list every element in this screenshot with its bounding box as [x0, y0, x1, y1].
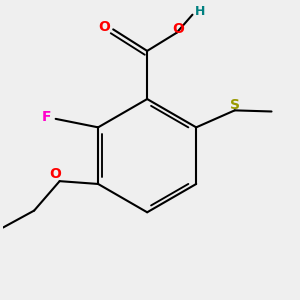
Text: H: H — [195, 5, 206, 18]
Text: F: F — [42, 110, 51, 124]
Text: O: O — [172, 22, 184, 36]
Text: O: O — [98, 20, 110, 34]
Text: O: O — [49, 167, 61, 181]
Text: S: S — [230, 98, 240, 112]
